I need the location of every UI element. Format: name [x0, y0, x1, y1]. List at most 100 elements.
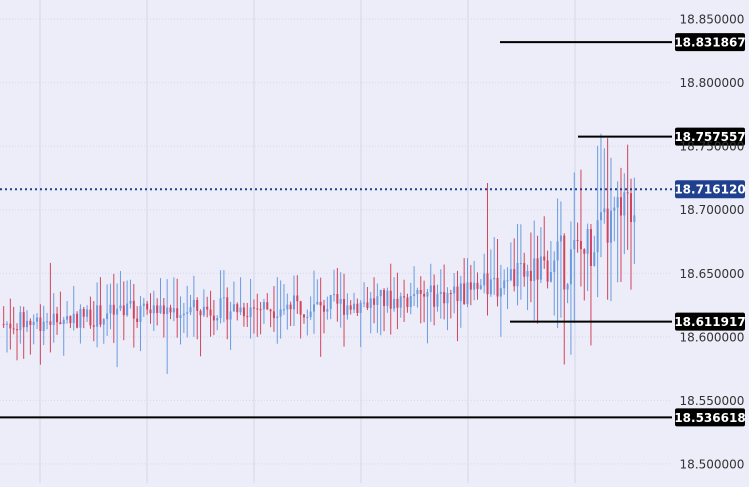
- candle-body-76: [256, 308, 259, 310]
- candle-body-99: [333, 294, 336, 296]
- candle-body-117: [393, 298, 396, 309]
- candle-body-111: [373, 298, 376, 305]
- candle-body-9: [32, 321, 35, 326]
- candle-body-130: [436, 293, 439, 307]
- candle-body-43: [146, 303, 149, 310]
- candle-body-105: [353, 303, 356, 310]
- candle-body-12: [42, 321, 45, 331]
- candle-body-7: [26, 320, 29, 328]
- candle-body-149: [499, 288, 502, 297]
- candle-body-13: [46, 321, 49, 323]
- y-axis: 18.850000 18.800000 18.750000 18.700000 18.6…: [680, 13, 745, 472]
- candle-body-89: [299, 301, 302, 315]
- current-price-label: 18.716120: [674, 183, 745, 197]
- candle-body-66: [222, 297, 225, 299]
- candle-body-1: [6, 323, 9, 325]
- candle-body-75: [252, 307, 255, 309]
- candle-body-95: [319, 301, 322, 306]
- candle-body-2: [9, 323, 12, 329]
- level-label-bg-2: [675, 312, 745, 331]
- candle-body-79: [266, 302, 269, 310]
- candle-body-90: [302, 314, 305, 318]
- candle-body-92: [309, 311, 312, 317]
- candle-body-110: [369, 298, 372, 308]
- candle-body-37: [126, 303, 129, 316]
- candle-body-180: [603, 208, 606, 213]
- candle-body-32: [109, 304, 112, 314]
- candle-body-27: [92, 325, 95, 327]
- candle-body-28: [96, 305, 99, 327]
- candle-body-17: [59, 322, 62, 325]
- candle-body-102: [343, 299, 346, 315]
- candle-body-178: [596, 220, 599, 253]
- candle-body-123: [413, 294, 416, 296]
- candle-body-38: [129, 300, 132, 304]
- candle-body-22: [76, 313, 79, 328]
- candle-body-114: [383, 289, 386, 306]
- candle-body-36: [122, 305, 125, 316]
- candle-body-24: [82, 308, 85, 317]
- candle-body-112: [376, 296, 379, 305]
- candle-body-121: [406, 297, 409, 307]
- candle-body-143: [479, 285, 482, 289]
- candle-body-96: [323, 305, 326, 312]
- candle-body-93: [312, 304, 315, 312]
- candle-body-5: [19, 312, 22, 331]
- candle-body-64: [216, 318, 219, 321]
- candle-body-188: [629, 193, 632, 223]
- candle-body-174: [583, 249, 586, 254]
- candle-body-15: [52, 313, 55, 325]
- candle-body-175: [586, 229, 589, 254]
- candle-body-166: [556, 241, 559, 261]
- grid-layer: [0, 0, 670, 483]
- candle-body-148: [496, 277, 499, 297]
- candle-body-137: [459, 283, 462, 302]
- candle-body-21: [72, 313, 75, 324]
- level-label-bg-0: [675, 33, 745, 52]
- candle-body-14: [49, 321, 52, 325]
- candle-body-34: [116, 308, 119, 315]
- candle-body-35: [119, 305, 122, 309]
- levels-layer: 18.831867 18.757557 18.611917 18.536618 18.7…: [0, 33, 746, 427]
- candle-body-19: [66, 316, 69, 320]
- candle-body-80: [269, 309, 272, 312]
- candle-body-128: [429, 285, 432, 293]
- candle-body-182: [609, 210, 612, 243]
- candle-body-181: [606, 208, 609, 243]
- candle-body-51: [172, 308, 175, 313]
- candle-body-71: [239, 307, 242, 313]
- candle-body-184: [616, 197, 619, 208]
- candle-body-54: [182, 313, 185, 316]
- candle-body-139: [466, 282, 469, 305]
- candle-body-30: [102, 319, 105, 325]
- y-tick-label-2: 18.750000: [680, 140, 745, 154]
- candle-body-146: [489, 279, 492, 295]
- candle-body-56: [189, 307, 192, 313]
- candle-body-136: [456, 286, 459, 302]
- candle-body-81: [272, 311, 275, 319]
- candle-body-168: [563, 235, 566, 290]
- candle-body-135: [453, 286, 456, 294]
- candle-body-127: [426, 292, 429, 297]
- candle-body-53: [179, 315, 182, 318]
- candle-body-133: [446, 293, 449, 304]
- candle-body-150: [503, 280, 506, 289]
- candle-body-29: [99, 305, 102, 325]
- candle-body-63: [212, 315, 215, 321]
- candle-body-103: [346, 305, 349, 315]
- candle-body-101: [339, 299, 342, 304]
- candle-body-167: [559, 235, 562, 242]
- candle-body-164: [549, 271, 552, 282]
- y-tick-label-0: 18.850000: [680, 13, 745, 27]
- candle-body-140: [469, 282, 472, 290]
- candle-body-65: [219, 298, 222, 319]
- y-tick-label-3: 18.700000: [680, 203, 745, 217]
- candle-body-142: [476, 282, 479, 289]
- candle-body-68: [229, 311, 232, 320]
- candle-body-155: [519, 263, 522, 265]
- candle-body-6: [22, 312, 25, 328]
- candle-body-108: [363, 302, 366, 304]
- candle-body-115: [386, 290, 389, 306]
- candle-body-187: [626, 192, 629, 194]
